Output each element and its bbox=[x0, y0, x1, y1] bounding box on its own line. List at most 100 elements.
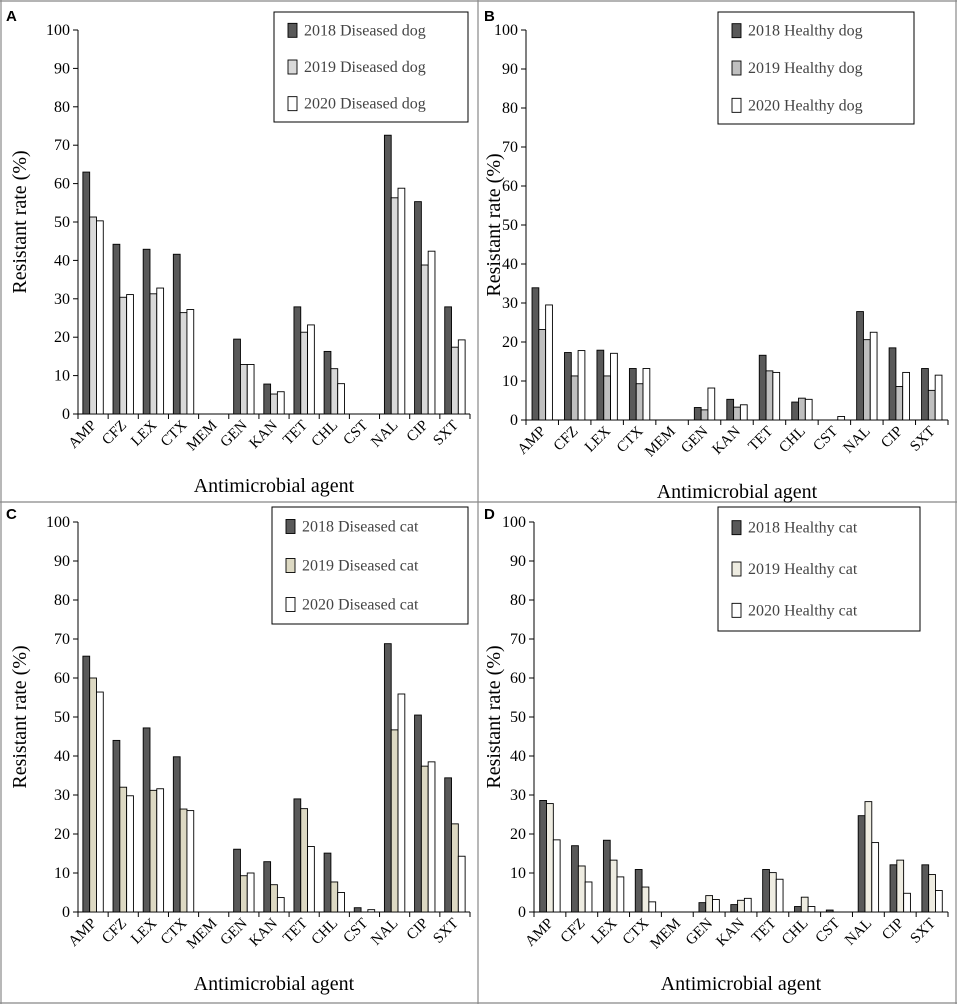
bar-ctx-0 bbox=[172, 756, 181, 913]
bar-gen-2 bbox=[246, 364, 255, 415]
bar-cst-0 bbox=[353, 907, 362, 913]
bar-lex-2 bbox=[616, 876, 625, 913]
bar-chl-0 bbox=[323, 852, 332, 913]
bar-lex-2 bbox=[156, 287, 165, 415]
bar-cfz-1 bbox=[119, 786, 128, 913]
panel-letter: C bbox=[6, 506, 17, 523]
legend-label-2: 2020 Diseased cat bbox=[302, 597, 419, 614]
y-tick-label: 70 bbox=[54, 631, 70, 648]
bar-cfz-2 bbox=[577, 350, 586, 421]
y-tick-label: 70 bbox=[502, 139, 518, 156]
legend-label-1: 2019 Diseased dog bbox=[304, 59, 426, 76]
y-tick-label: 90 bbox=[54, 60, 70, 77]
bar-chl-0 bbox=[323, 350, 332, 415]
bar-kan-0 bbox=[726, 398, 735, 421]
y-tick-label: 0 bbox=[62, 904, 70, 921]
y-tick-label: 40 bbox=[502, 256, 518, 273]
bar-kan-1 bbox=[270, 393, 278, 415]
y-tick-label: 10 bbox=[510, 865, 526, 882]
bar-ctx-1 bbox=[635, 383, 644, 421]
x-axis-label: Antimicrobial agent bbox=[194, 973, 355, 995]
bar-amp-0 bbox=[531, 287, 540, 421]
y-tick-label: 30 bbox=[54, 787, 70, 804]
legend-swatch-0 bbox=[731, 23, 742, 39]
bar-gen-0 bbox=[233, 848, 241, 913]
bar-tet-2 bbox=[307, 324, 315, 415]
legend-swatch-1 bbox=[731, 60, 742, 76]
bar-sxt-1 bbox=[451, 823, 459, 913]
y-axis-label: Resistant rate (%) bbox=[9, 150, 31, 293]
y-tick-label: 100 bbox=[502, 514, 526, 531]
bar-gen-2 bbox=[712, 899, 720, 913]
bar-cfz-1 bbox=[570, 375, 579, 421]
legend-box bbox=[271, 506, 469, 625]
y-tick-label: 10 bbox=[502, 373, 518, 390]
bar-nal-2 bbox=[397, 693, 406, 913]
bar-nal-0 bbox=[857, 815, 866, 913]
bar-chl-0 bbox=[794, 906, 802, 913]
bar-chl-1 bbox=[800, 896, 809, 913]
legend-swatch-1 bbox=[731, 561, 742, 577]
bar-lex-1 bbox=[149, 293, 158, 415]
bar-kan-0 bbox=[263, 861, 272, 913]
bar-ctx-0 bbox=[628, 368, 637, 421]
y-tick-label: 30 bbox=[510, 787, 526, 804]
y-tick-label: 70 bbox=[510, 631, 526, 648]
bar-gen-2 bbox=[707, 387, 716, 421]
y-tick-label: 0 bbox=[518, 904, 526, 921]
legend-label-0: 2018 Healthy cat bbox=[748, 520, 858, 537]
legend-label-0: 2018 Healthy dog bbox=[748, 23, 863, 40]
bar-ctx-2 bbox=[186, 309, 195, 415]
bar-tet-2 bbox=[307, 846, 315, 913]
y-tick-label: 90 bbox=[54, 553, 70, 570]
bar-tet-1 bbox=[765, 370, 774, 421]
bar-sxt-2 bbox=[457, 855, 466, 913]
bar-cfz-2 bbox=[126, 795, 134, 913]
bar-sxt-1 bbox=[928, 874, 936, 913]
y-tick-label: 100 bbox=[46, 514, 70, 531]
legend-swatch-2 bbox=[287, 96, 298, 112]
bar-gen-1 bbox=[700, 409, 709, 421]
bar-ctx-1 bbox=[179, 312, 188, 415]
bar-sxt-0 bbox=[444, 306, 452, 415]
y-tick-label: 20 bbox=[502, 334, 518, 351]
bar-tet-2 bbox=[772, 371, 781, 421]
bar-ctx-2 bbox=[186, 810, 195, 913]
y-tick-label: 60 bbox=[510, 670, 526, 687]
bar-cfz-0 bbox=[564, 352, 572, 421]
legend-label-0: 2018 Diseased dog bbox=[304, 22, 426, 39]
legend-box bbox=[717, 11, 915, 125]
bar-ctx-0 bbox=[634, 869, 643, 913]
bar-ctx-1 bbox=[641, 886, 650, 913]
bar-sxt-0 bbox=[921, 864, 930, 913]
bar-gen-0 bbox=[233, 338, 241, 415]
bar-cst-2 bbox=[367, 909, 376, 913]
bar-amp-2 bbox=[552, 839, 561, 913]
x-axis-label: Antimicrobial agent bbox=[657, 481, 818, 503]
bar-ctx-0 bbox=[172, 253, 181, 415]
y-tick-label: 80 bbox=[510, 592, 526, 609]
bar-tet-0 bbox=[293, 306, 302, 415]
bar-cip-2 bbox=[903, 892, 911, 913]
bar-amp-2 bbox=[96, 691, 104, 913]
legend-swatch-0 bbox=[731, 520, 742, 536]
bar-gen-1 bbox=[705, 895, 714, 913]
legend-label-2: 2020 Healthy cat bbox=[748, 602, 858, 619]
y-tick-label: 0 bbox=[510, 412, 518, 429]
bar-cst-0 bbox=[825, 909, 834, 913]
bar-tet-1 bbox=[768, 872, 777, 913]
bar-sxt-2 bbox=[935, 890, 943, 913]
bar-cfz-2 bbox=[584, 881, 593, 913]
bar-cst-2 bbox=[837, 416, 846, 421]
y-tick-label: 20 bbox=[54, 329, 70, 346]
y-axis-label: Resistant rate (%) bbox=[9, 645, 31, 788]
y-tick-label: 80 bbox=[54, 99, 70, 116]
bar-cfz-1 bbox=[119, 296, 128, 415]
y-tick-label: 50 bbox=[54, 709, 70, 726]
bar-sxt-1 bbox=[451, 346, 459, 415]
bar-lex-2 bbox=[156, 788, 165, 913]
y-tick-label: 10 bbox=[54, 368, 70, 385]
legend-swatch-2 bbox=[731, 602, 742, 618]
legend-box bbox=[273, 11, 469, 123]
y-tick-label: 50 bbox=[510, 709, 526, 726]
